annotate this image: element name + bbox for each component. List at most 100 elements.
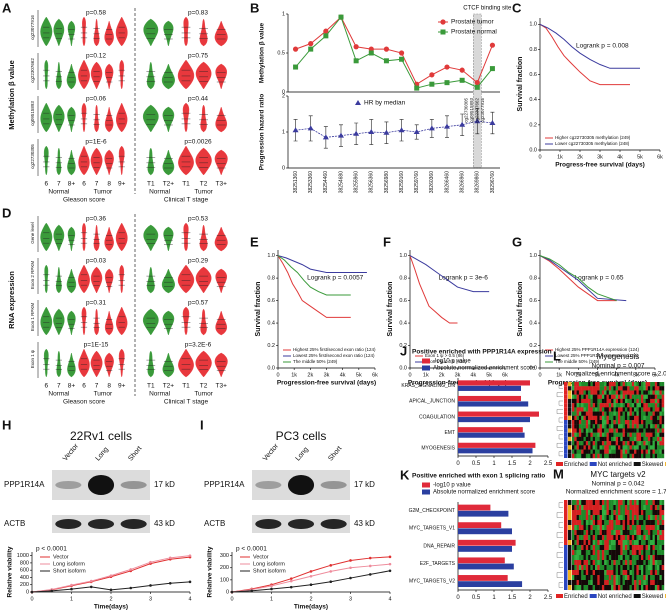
annotation-strip [564,441,568,446]
x-tick-label: T3+ [216,181,228,188]
heat-cell [601,390,605,395]
heat-cell [574,585,577,591]
heat-cell [631,441,635,446]
heat-cell [638,540,642,546]
heat-cell [583,540,586,546]
heat-cell [634,436,637,442]
heat-cell [585,441,589,446]
y-tick-label: 0.2 [399,343,407,349]
heat-cell [581,432,584,438]
heat-cell [590,424,593,429]
x-tick-label: 3 [149,596,152,602]
x-tick-label: 0 [456,461,460,467]
bar [458,385,521,391]
heat-cell [611,510,614,516]
heat-cell [592,394,596,400]
heat-cell [641,415,644,421]
heat-cell [574,525,577,531]
y-tick-label: KRAS_SIGNALING_DN [401,383,455,389]
heat-cell [654,441,658,446]
heat-cell [624,520,628,526]
p-value: p=0.53 [188,216,208,223]
heat-cell [578,570,582,576]
heat-cell [615,560,619,566]
heat-cell [659,390,662,395]
annotation-strip [564,424,568,429]
heat-cell [647,390,651,395]
heat-cell [601,560,605,566]
heat-cell [590,550,593,556]
heat-cell [597,520,600,526]
heat-cell [636,432,639,438]
marker [109,588,113,592]
heat-cell [574,432,577,438]
heat-cell [576,585,580,591]
heat-cell [631,420,635,425]
panel-letter: E [250,234,259,249]
heat-cell [629,580,632,586]
heat-cell [608,545,612,551]
heat-cell [574,441,577,446]
heat-cell [627,432,630,438]
heat-cell [583,398,586,404]
heat-cell [590,420,593,425]
heat-cell [608,382,612,387]
heat-cell [627,382,630,387]
survival-curve [539,255,617,302]
heat-cell [576,453,580,459]
p-value: p=0.36 [86,216,106,223]
marker [398,50,405,56]
violin [200,308,207,336]
violin [162,352,175,378]
heat-cell [618,449,621,454]
heat-cell [620,535,623,541]
heat-cell [641,515,644,521]
heat-cell [611,535,614,541]
heat-cell [597,441,600,446]
heat-cell [613,428,616,433]
x-tick-label: 0 [538,154,541,160]
legend-swatch [589,462,597,466]
heat-cell [595,449,598,454]
x-tick-label: 4k [340,372,346,378]
heat-cell [647,441,651,446]
heat-cell [578,550,582,556]
heat-cell [631,525,635,531]
marker [459,67,465,73]
heat-cell [631,540,635,546]
heat-cell [611,453,614,459]
heat-cell [624,570,628,576]
marker [309,583,313,587]
heat-cell [627,415,630,421]
p-value: p=0.83 [188,10,208,17]
heat-cell [661,449,665,454]
heat-cell [629,428,632,433]
annotation-strip [568,415,572,420]
annotation: Logrank p = 0.008 [576,43,629,50]
legend-swatch [422,358,430,364]
violin [146,266,155,294]
heat-cell [581,403,584,408]
marker [188,580,192,584]
heat-cell [654,394,658,400]
legend-label: Prostate tumor [451,19,494,26]
heat-cell [585,390,589,395]
heat-cell [588,565,591,571]
heat-cell [572,545,575,551]
heat-cell [645,445,649,450]
heat-cell [620,520,623,526]
heat-cell [634,565,637,571]
heat-cell [629,505,632,511]
heat-cell [601,403,605,408]
heat-cell [592,580,596,586]
heat-cell [645,453,649,459]
heat-cell [645,407,649,412]
marker [383,129,390,135]
heat-cell [615,575,619,581]
x-tick-label: 3k [455,372,461,378]
heat-cell [611,411,614,416]
heat-cell [624,510,628,516]
heat-cell [606,535,609,541]
survival-curve [409,255,458,324]
annotation-strip [564,432,568,437]
